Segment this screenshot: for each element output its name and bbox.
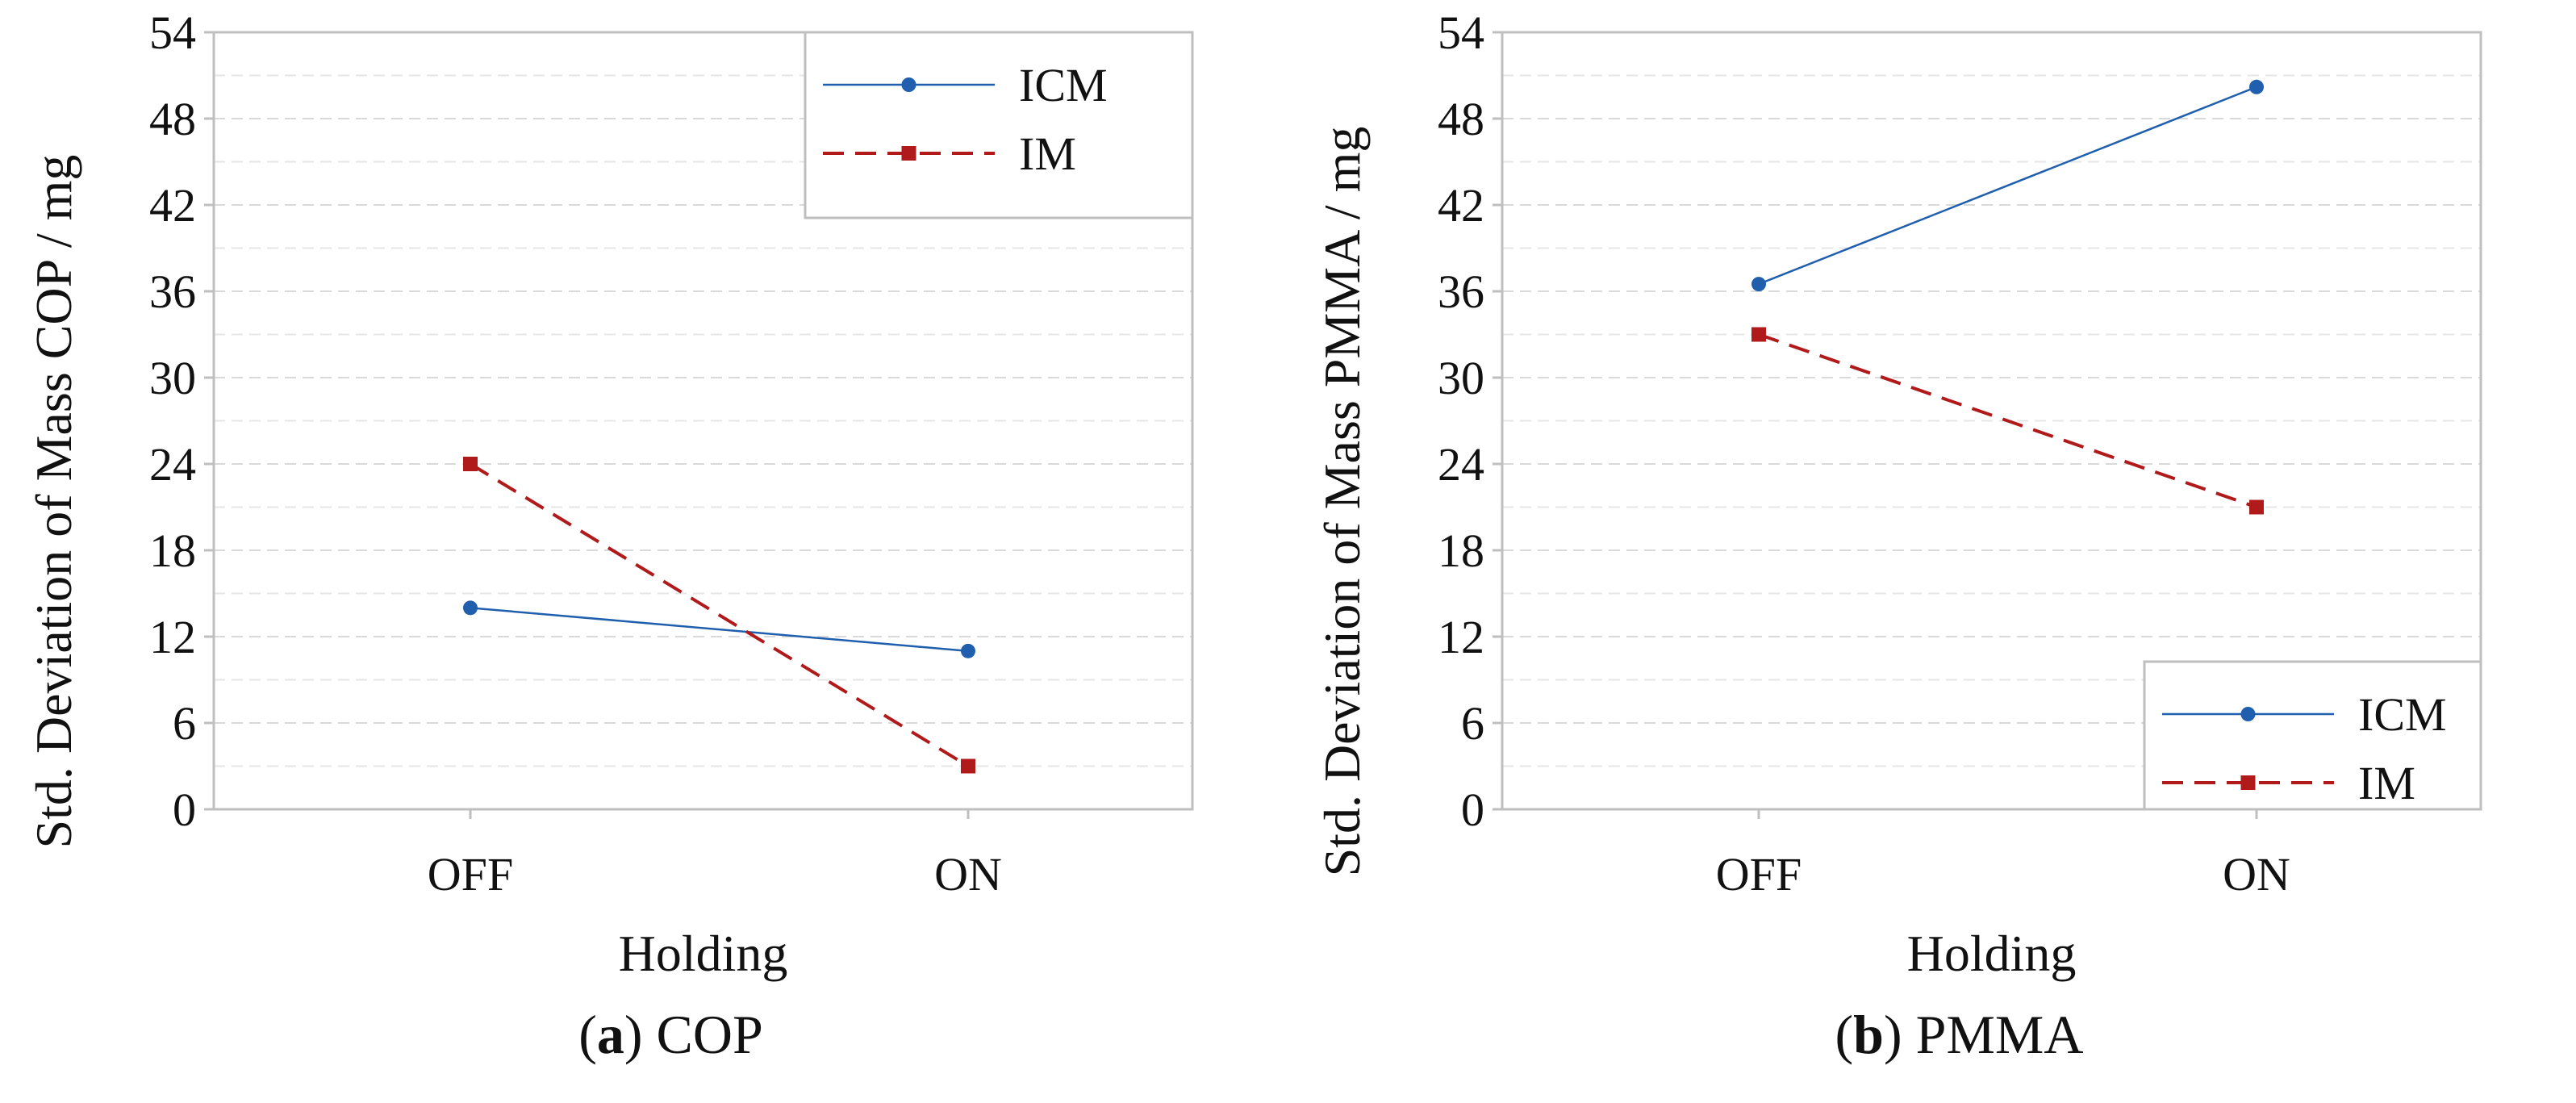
chart-a-caption: (a) COP [578, 1004, 763, 1065]
chart-a-series-im-point-off [463, 457, 478, 471]
chart-b-ytick-label: 12 [1438, 611, 1484, 663]
chart-b-plot-frame [1501, 31, 2482, 811]
chart-b-caption-open: ( [1835, 1004, 1854, 1065]
chart-b-ytick-label: 0 [1461, 783, 1484, 836]
chart-a-caption-open: ( [578, 1004, 597, 1065]
chart-b-series-im-point-on [2249, 499, 2264, 515]
chart-b-series-im-point-off [1751, 327, 1766, 342]
chart-b-caption: (b) PMMA [1835, 1004, 2084, 1065]
chart-b-ytick-label: 54 [1438, 6, 1484, 59]
chart-a-caption-close: ) [624, 1004, 657, 1065]
chart-b-svg: 0 6 12 18 24 30 36 42 48 54 OFF ON Holding Std. Devia… [1313, 6, 2482, 1065]
chart-panel-b: 0 6 12 18 24 30 36 42 48 54 OFF ON Holding Std. Devia… [1288, 0, 2576, 1103]
chart-b-caption-close: ) [1884, 1004, 1916, 1065]
chart-b-y-axis-title: Std. Deviation of Mass PMMA / mg [1313, 127, 1371, 877]
chart-a-ytick-label: 42 [149, 179, 196, 232]
chart-a-ytick-label: 30 [149, 352, 196, 404]
chart-a-legend-label-im: IM [1019, 127, 1076, 180]
chart-b-xtick-label-off: OFF [1716, 848, 1802, 900]
chart-b-ytick-label: 36 [1438, 265, 1484, 318]
chart-a-x-axis-title: Holding [619, 925, 788, 982]
chart-b-ytick-label: 18 [1438, 524, 1484, 577]
chart-a-legend-box [804, 31, 1194, 219]
chart-a-ytick-label: 12 [149, 611, 196, 663]
chart-b-series-icm-point-off [1751, 277, 1766, 292]
chart-b-x-axis-title: Holding [1907, 925, 2077, 982]
chart-a-xtick-label-off: OFF [428, 848, 513, 900]
chart-a-caption-title: COP [657, 1004, 763, 1065]
chart-b-ytick-label: 24 [1438, 438, 1484, 491]
chart-a-ytick-label: 18 [149, 524, 196, 577]
chart-b-caption-title: PMMA [1916, 1004, 2084, 1065]
chart-b-legend-box [2143, 660, 2482, 811]
chart-a-ytick-label: 48 [149, 93, 196, 145]
chart-a-plot-frame [212, 31, 1194, 811]
chart-b-series-im-line [1758, 332, 2257, 509]
chart-b-legend-marker-im [2240, 775, 2256, 790]
chart-a-y-axis-title: Std. Deviation of Mass COP / mg [25, 155, 82, 849]
chart-a-svg: 0 6 12 18 24 30 36 42 48 54 OFF ON Holding Std. Devia… [25, 6, 1194, 1065]
chart-a-series-icm-line [470, 607, 969, 653]
chart-b-legend-label-im: IM [2358, 757, 2415, 809]
chart-b-xtick-label-on: ON [2223, 848, 2290, 900]
chart-b-ytick-label: 48 [1438, 93, 1484, 145]
chart-a-legend-marker-icm [901, 77, 916, 92]
chart-b-ytick-label: 30 [1438, 352, 1484, 404]
chart-a-ytick-label: 6 [173, 697, 196, 750]
chart-a-ytick-label: 54 [149, 6, 196, 59]
chart-a-legend-label-icm: ICM [1019, 59, 1108, 111]
chart-b-ytick-label: 42 [1438, 179, 1484, 232]
chart-a-legend-marker-im [901, 146, 916, 161]
chart-b-ytick-label: 6 [1461, 697, 1484, 750]
chart-a-series-im-line [469, 462, 970, 768]
chart-a-series-icm-point-on [961, 643, 975, 658]
chart-a-caption-letter: a [597, 1004, 624, 1065]
chart-a-ytick-label: 24 [149, 438, 196, 491]
chart-a-ytick-label: 36 [149, 265, 196, 318]
chart-b-series-icm-point-on [2249, 79, 2264, 94]
chart-a-series-icm-point-off [463, 600, 478, 616]
chart-b-legend-marker-icm [2240, 707, 2256, 721]
chart-b-caption-letter: b [1853, 1004, 1884, 1065]
chart-b-legend-label-icm: ICM [2358, 688, 2447, 741]
chart-a-ytick-label: 0 [173, 783, 196, 836]
chart-panel-a: 0 6 12 18 24 30 36 42 48 54 OFF ON Holding Std. Devia… [25, 6, 1194, 1065]
chart-b-series-icm-line [1758, 86, 2257, 286]
chart-a-xtick-label-on: ON [934, 848, 1002, 900]
chart-a-series-im-point-on [961, 758, 975, 774]
